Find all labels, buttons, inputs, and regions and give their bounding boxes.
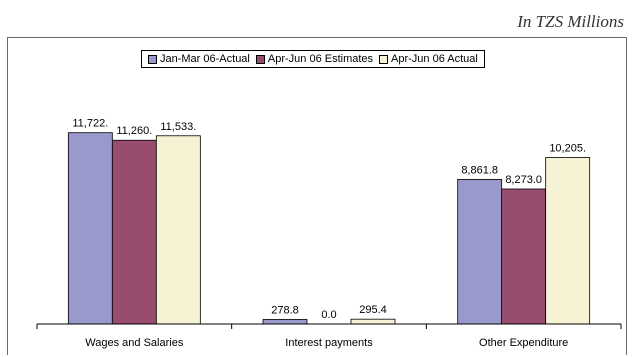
data-label: 278.8: [271, 304, 299, 316]
data-label: 295.4: [359, 304, 387, 316]
category-label: Other Expenditure: [479, 337, 568, 349]
chart-frame: [7, 37, 627, 355]
legend-swatch-apr-jun-actual: [379, 54, 389, 64]
legend-label-apr-jun-estimates: Apr-Jun 06 Estimates: [267, 53, 374, 65]
category-label: Interest payments: [285, 337, 373, 349]
bar-0-0: [67, 132, 113, 325]
legend-swatch-apr-jun-estimates: [255, 54, 265, 64]
bar-1-2: [350, 318, 396, 325]
legend-label-apr-jun-actual: Apr-Jun 06 Actual: [391, 53, 478, 65]
bar-2-1: [501, 188, 547, 325]
legend-label-jan-mar-actual: Jan-Mar 06-Actual: [160, 53, 250, 65]
data-label: 11,722.: [72, 118, 108, 130]
data-label: 0.0: [321, 309, 336, 321]
category-label: Wages and Salaries: [85, 337, 184, 349]
chart-legend: Jan-Mar 06-Actual Apr-Jun 06 Estimates A…: [141, 50, 485, 68]
data-label: 11,533.: [160, 121, 196, 133]
legend-swatch-jan-mar-actual: [148, 54, 157, 64]
legend-entry-jan-mar-actual: Jan-Mar 06-Actual: [148, 53, 250, 65]
unit-note: In TZS Millions: [517, 12, 624, 31]
bar-0-1: [111, 139, 157, 325]
bar-2-2: [545, 157, 591, 325]
data-label: 11,260.: [116, 125, 152, 137]
bar-2-0: [457, 178, 503, 325]
legend-entry-apr-jun-actual: Apr-Jun 06 Actual: [379, 53, 478, 65]
bar-1-0: [262, 319, 308, 325]
bar-0-2: [155, 135, 201, 325]
data-label: 8,861.8: [461, 164, 498, 176]
data-label: 8,273.0: [505, 174, 542, 186]
legend-entry-apr-jun-estimates: Apr-Jun 06 Estimates: [255, 53, 374, 65]
data-label: 10,205.: [549, 142, 586, 154]
